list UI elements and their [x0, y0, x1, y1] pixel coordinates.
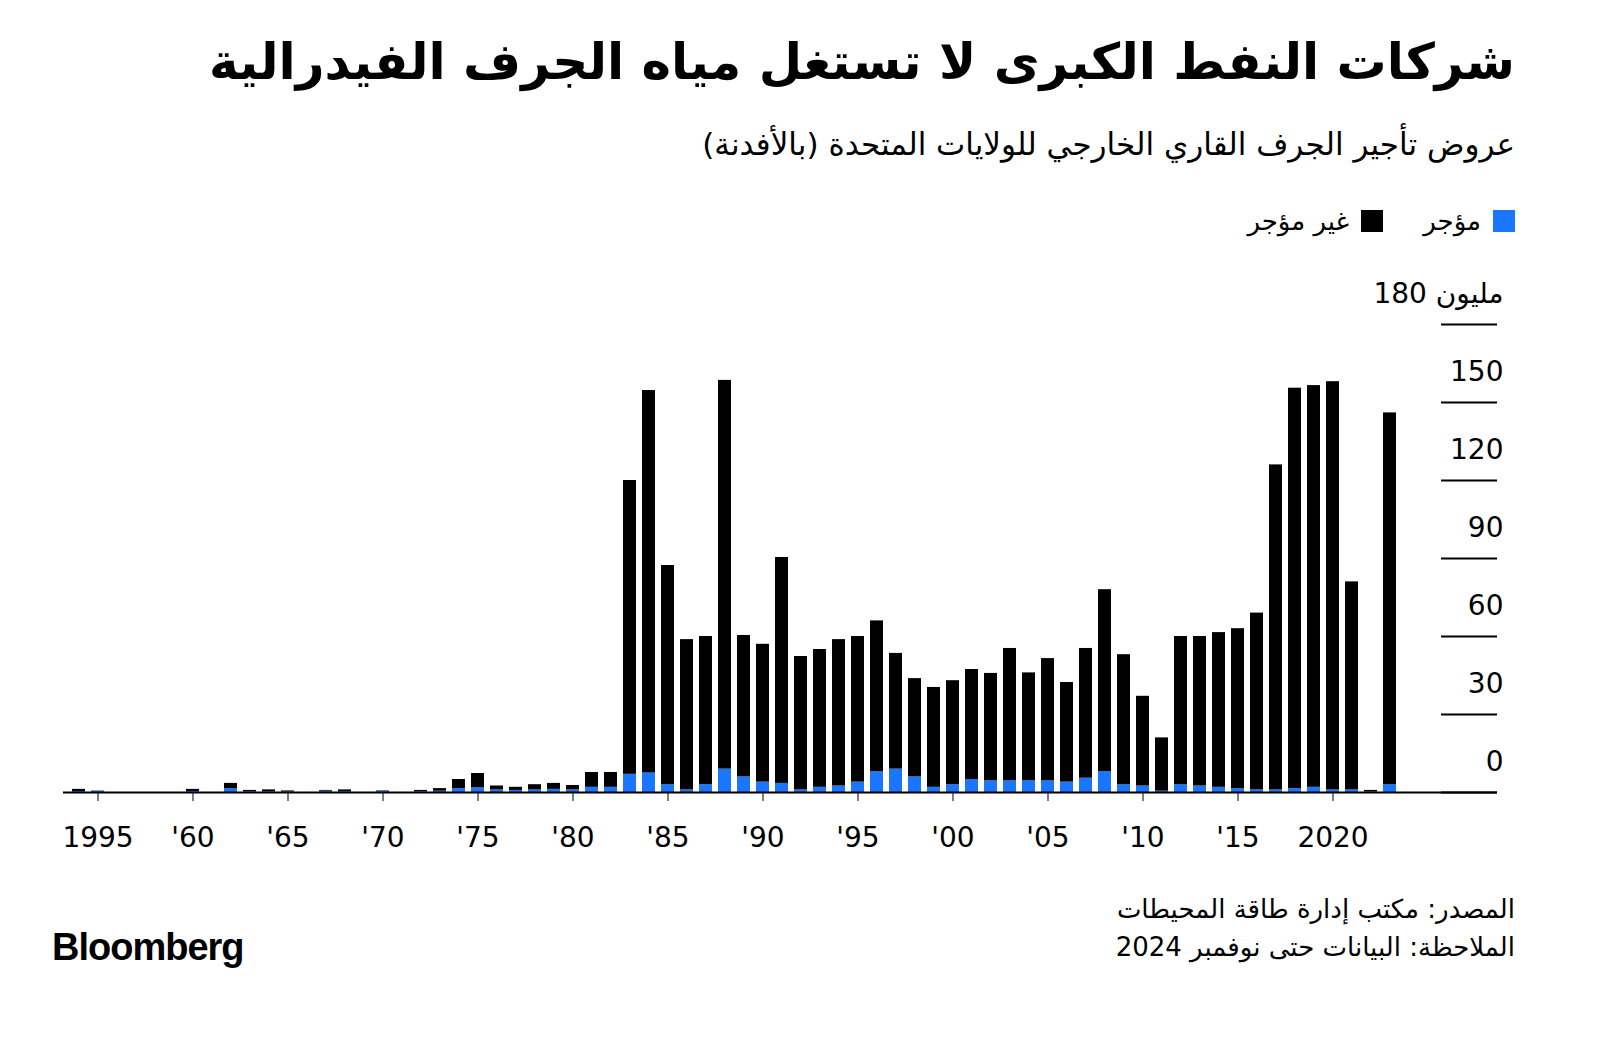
- html-text:المصدر: مكتب إدارة طاقة المحيط: المصدر: مكتب إدارة طاقة المحيطات: [1116, 894, 1515, 924]
- svg-text:'80: '80: [551, 821, 594, 854]
- svg-text:2020: 2020: [1297, 821, 1368, 854]
- svg-text:180 مليون: 180 مليون: [1373, 277, 1503, 310]
- html-text:غير مؤجر: غير مؤجر: [1247, 206, 1350, 236]
- svg-text:'75: '75: [456, 821, 499, 854]
- svg-text:30: 30: [1468, 667, 1504, 700]
- svg-text:'65: '65: [266, 821, 309, 854]
- html-text:شركات النفط الكبرى لا تستغل مي: شركات النفط الكبرى لا تستغل مياه الجرف ا…: [209, 33, 1515, 91]
- svg-text:'90: '90: [741, 821, 784, 854]
- svg-text:90: 90: [1468, 511, 1504, 544]
- svg-text:120: 120: [1450, 433, 1503, 466]
- html-text:عروض تأجير الجرف القاري الخارج: عروض تأجير الجرف القاري الخارجي للولايات…: [702, 126, 1515, 162]
- svg-text:0: 0: [1486, 745, 1504, 778]
- svg-text:'15: '15: [1216, 821, 1259, 854]
- svg-text:'10: '10: [1121, 821, 1164, 854]
- svg-text:'05: '05: [1026, 821, 1069, 854]
- html-text:Bloomberg: Bloomberg: [52, 926, 244, 968]
- svg-text:1995: 1995: [62, 821, 133, 854]
- svg-text:'95: '95: [836, 821, 879, 854]
- html-text:مؤجر: مؤجر: [1423, 206, 1481, 236]
- svg-text:60: 60: [1468, 589, 1504, 622]
- svg-text:'00: '00: [931, 821, 974, 854]
- svg-text:'85: '85: [646, 821, 689, 854]
- html-text:الملاحظة: البيانات حتى نوفمبر: الملاحظة: البيانات حتى نوفمبر 2024: [1115, 932, 1515, 962]
- svg-text:'70: '70: [361, 821, 404, 854]
- svg-text:150: 150: [1450, 355, 1503, 388]
- svg-text:'60: '60: [171, 821, 214, 854]
